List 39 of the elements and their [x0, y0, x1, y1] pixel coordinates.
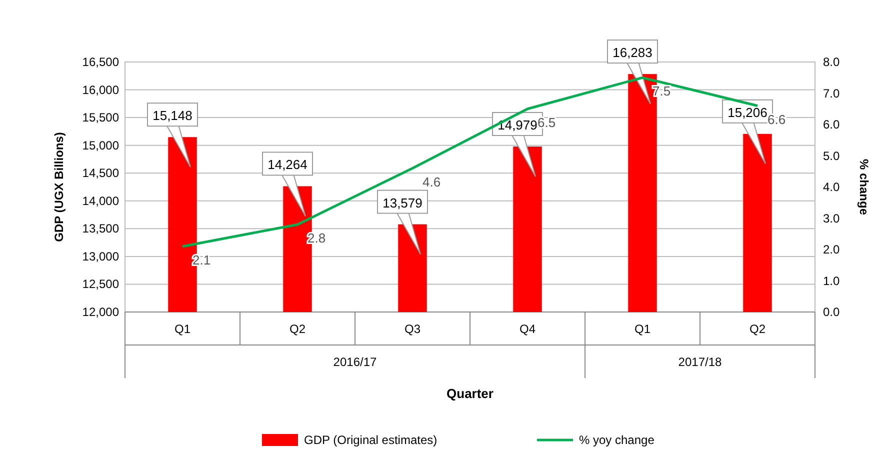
y2-tick-label: 5.0 — [823, 148, 840, 163]
text: 2016/17 — [333, 355, 378, 369]
x-tick-label: Q1 — [174, 322, 191, 336]
y-tick-label: 15,000 — [82, 138, 120, 152]
x-tick-label: Q1 — [634, 322, 651, 336]
y-tick-label: 16,000 — [82, 82, 120, 97]
y-tick-label: 14,000 — [82, 194, 120, 208]
x-tick-label: Q3 — [404, 322, 421, 336]
data-label: 14,264 — [268, 157, 308, 172]
y-tick-label: 15,500 — [82, 110, 120, 125]
y2-axis-title: % change — [857, 158, 871, 216]
y-tick-label: 13,000 — [82, 249, 120, 264]
x-tick-label: Q4 — [519, 322, 536, 336]
y2-tick-label: 7.0 — [823, 86, 840, 100]
x-axis-title: Quarter — [446, 386, 494, 401]
data-label: 4.6 — [422, 174, 441, 190]
y2-tick-label: 3.0 — [823, 211, 840, 226]
data-label: 15,148 — [152, 108, 192, 124]
data-label: 16,283 — [612, 45, 652, 60]
y-tick-label: 13,500 — [82, 222, 120, 236]
text: 2017/18 — [678, 355, 722, 369]
y2-tick-label: 8.0 — [823, 55, 840, 69]
y-tick-label: 16,500 — [82, 55, 120, 69]
x-tick-label: Q2 — [289, 322, 306, 336]
y2-tick-label: 4.0 — [823, 180, 840, 194]
x-tick-label: Q2 — [749, 322, 766, 336]
data-label: 15,206 — [728, 104, 768, 120]
y2-tick-label: 0.0 — [823, 305, 840, 319]
legend-label: GDP (Original estimates) — [304, 433, 438, 447]
y2-tick-label: 2.0 — [823, 242, 840, 256]
data-label: 13,579 — [382, 195, 422, 210]
y2-tick-label: 1.0 — [823, 274, 840, 288]
y-tick-label: 12,500 — [82, 277, 120, 292]
y-axis-title: GDP (UGX Billions) — [52, 132, 66, 242]
data-label: 14,979 — [498, 118, 538, 132]
y-tick-label: 12,000 — [82, 305, 120, 319]
legend-label: % yoy change — [579, 433, 655, 447]
y-tick-label: 14,500 — [82, 166, 120, 180]
y2-tick-label: 6.0 — [823, 118, 840, 132]
